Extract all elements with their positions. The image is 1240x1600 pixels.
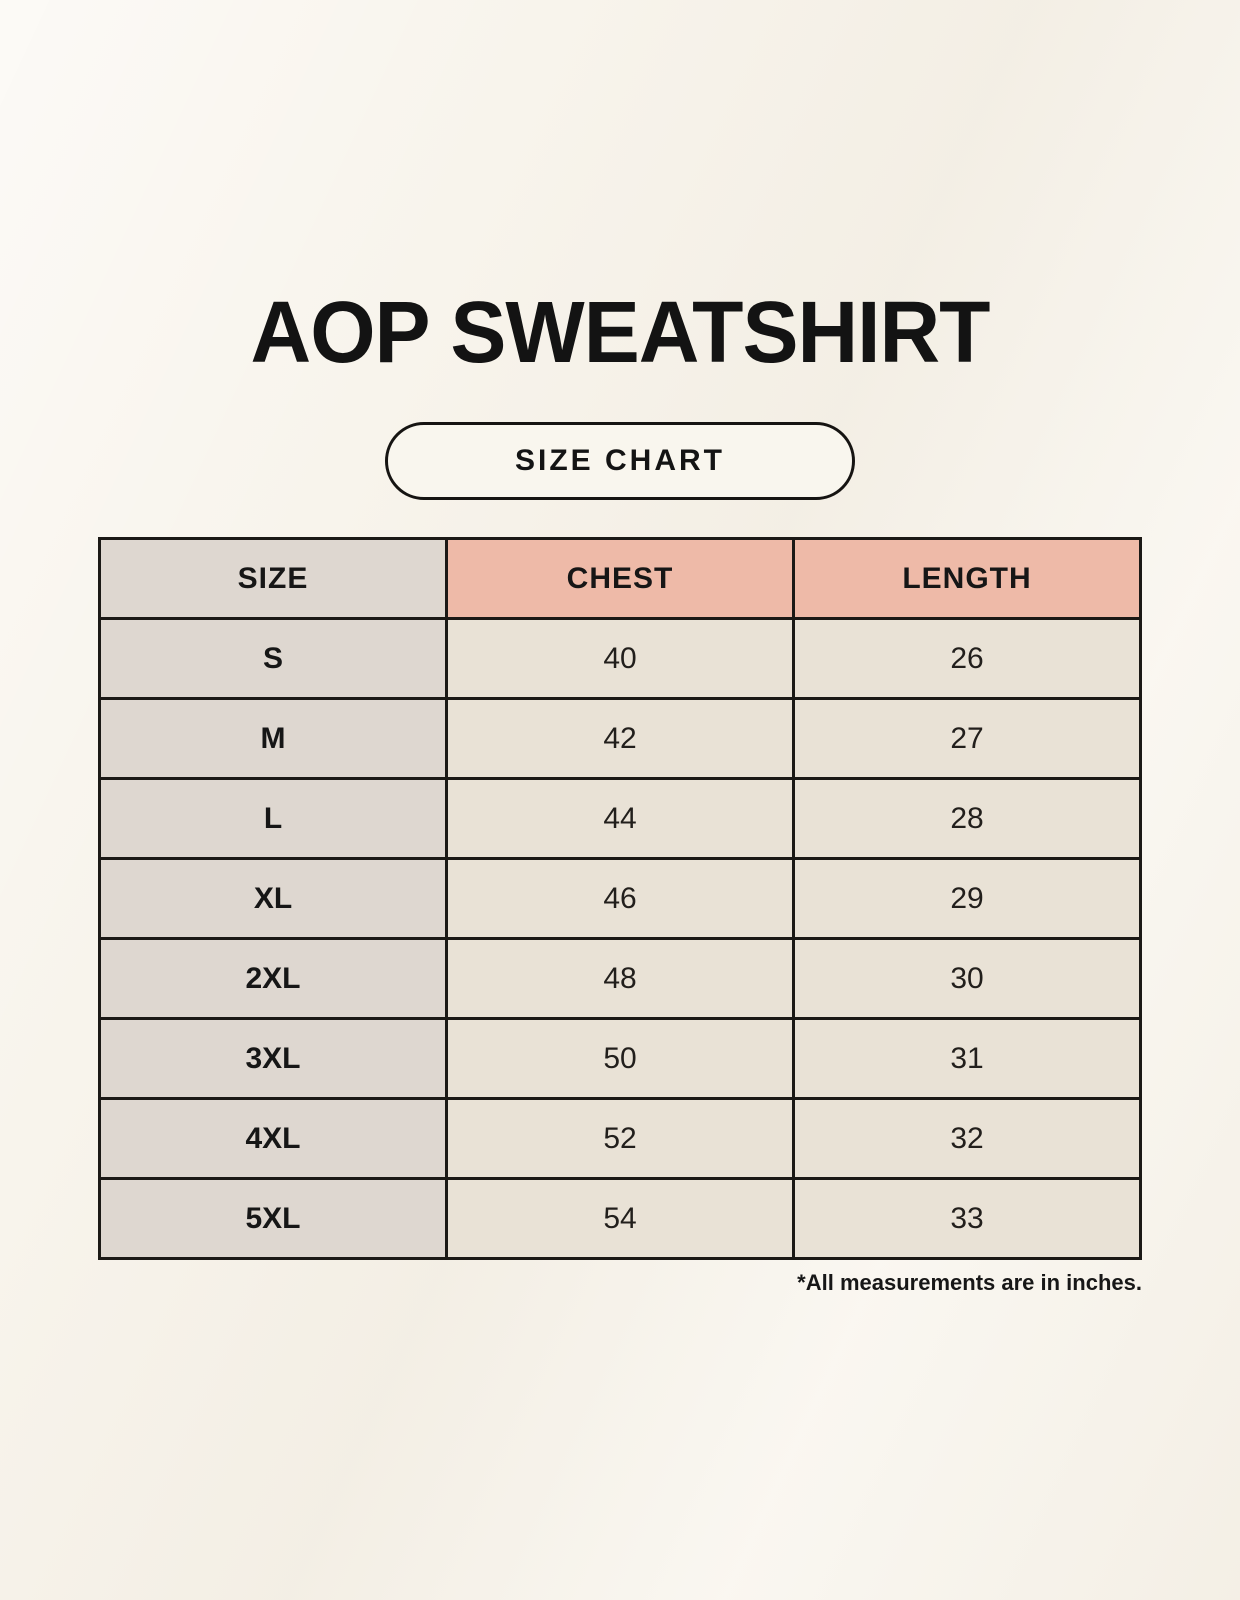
size-cell: S bbox=[98, 617, 448, 700]
table-row: 3XL 50 31 bbox=[98, 1017, 1142, 1100]
length-cell: 26 bbox=[792, 617, 1142, 700]
length-cell: 27 bbox=[792, 697, 1142, 780]
chest-cell: 48 bbox=[445, 937, 795, 1020]
table-row: L 44 28 bbox=[98, 777, 1142, 860]
size-cell: L bbox=[98, 777, 448, 860]
header-row: SIZE CHEST LENGTH bbox=[98, 537, 1142, 620]
column-header-length: LENGTH bbox=[792, 537, 1142, 620]
length-cell: 32 bbox=[792, 1097, 1142, 1180]
table-row: M 42 27 bbox=[98, 697, 1142, 780]
chest-cell: 50 bbox=[445, 1017, 795, 1100]
chest-cell: 44 bbox=[445, 777, 795, 860]
page-title: AOP SWEATSHIRT bbox=[250, 283, 991, 381]
chest-cell: 42 bbox=[445, 697, 795, 780]
table-row: S 40 26 bbox=[98, 617, 1142, 700]
table-row: 4XL 52 32 bbox=[98, 1097, 1142, 1180]
table-row: XL 46 29 bbox=[98, 857, 1142, 940]
chest-cell: 46 bbox=[445, 857, 795, 940]
size-cell: M bbox=[98, 697, 448, 780]
column-header-chest: CHEST bbox=[445, 537, 795, 620]
chest-cell: 54 bbox=[445, 1177, 795, 1260]
size-cell: 5XL bbox=[98, 1177, 448, 1260]
size-chart-badge: SIZE CHART bbox=[385, 422, 855, 500]
size-cell: 4XL bbox=[98, 1097, 448, 1180]
table-container: SIZE CHEST LENGTH S 40 26 M 42 27 L bbox=[98, 537, 1142, 1260]
size-cell: XL bbox=[98, 857, 448, 940]
length-cell: 31 bbox=[792, 1017, 1142, 1100]
size-chart-table: SIZE CHEST LENGTH S 40 26 M 42 27 L bbox=[98, 537, 1142, 1260]
table-row: 2XL 48 30 bbox=[98, 937, 1142, 1020]
length-cell: 28 bbox=[792, 777, 1142, 860]
length-cell: 33 bbox=[792, 1177, 1142, 1260]
column-header-size: SIZE bbox=[98, 537, 448, 620]
size-cell: 2XL bbox=[98, 937, 448, 1020]
badge-container: SIZE CHART bbox=[0, 422, 1240, 500]
length-cell: 30 bbox=[792, 937, 1142, 1020]
size-chart-badge-label: SIZE CHART bbox=[515, 444, 725, 477]
table-row: 5XL 54 33 bbox=[98, 1177, 1142, 1260]
measurement-note: *All measurements are in inches. bbox=[797, 1270, 1142, 1295]
chest-cell: 52 bbox=[445, 1097, 795, 1180]
chest-cell: 40 bbox=[445, 617, 795, 700]
length-cell: 29 bbox=[792, 857, 1142, 940]
size-cell: 3XL bbox=[98, 1017, 448, 1100]
